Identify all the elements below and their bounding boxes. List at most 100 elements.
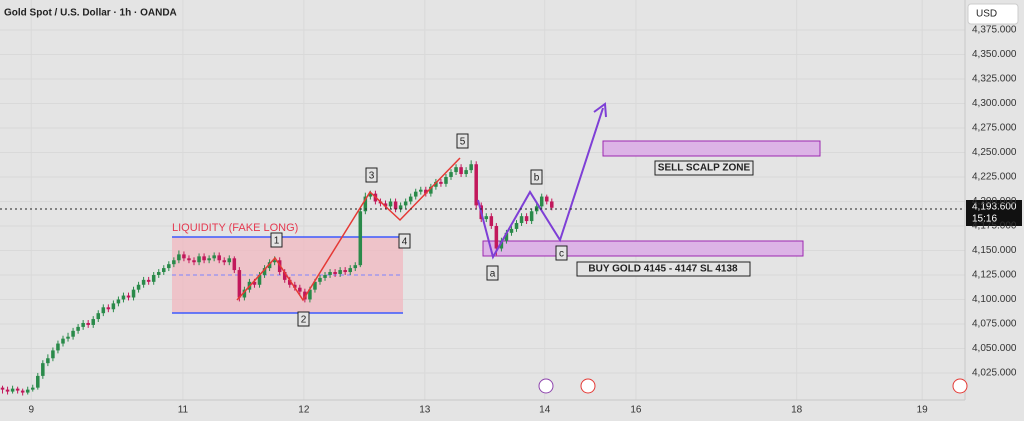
candle-body — [121, 295, 126, 300]
x-tick-label: 18 — [791, 405, 803, 416]
event-icon[interactable] — [538, 378, 554, 394]
candle-body — [287, 279, 292, 285]
candle-body — [192, 260, 196, 263]
candle-body — [338, 270, 342, 274]
candle-body — [419, 189, 423, 192]
wave-box — [486, 265, 499, 281]
candle-body — [262, 268, 267, 275]
candle-body — [484, 216, 489, 220]
candle-body — [403, 201, 408, 206]
candle-body — [358, 211, 363, 266]
candle-body — [439, 181, 443, 184]
candle-body — [202, 256, 206, 261]
candle-body — [71, 330, 75, 337]
label-box — [576, 261, 751, 277]
event-icon[interactable] — [952, 378, 968, 394]
candle-body — [303, 291, 307, 300]
candle-body — [232, 258, 237, 271]
candle-body — [313, 281, 317, 290]
candle-body — [242, 289, 247, 298]
y-tick-label: 4,350.000 — [972, 49, 1017, 60]
wave-box — [297, 311, 310, 327]
candle-body — [524, 216, 529, 222]
currency-button[interactable] — [967, 3, 1019, 25]
candle-body — [393, 201, 398, 210]
candle-body — [126, 295, 131, 298]
candle-body — [328, 272, 332, 275]
candle-body — [187, 258, 191, 261]
y-tick-label: 4,025.000 — [972, 368, 1017, 379]
candles — [0, 160, 554, 396]
wave-label: 1 — [274, 236, 280, 247]
candle-body — [41, 363, 45, 376]
x-tick-label: 16 — [630, 405, 642, 416]
candle-body — [5, 389, 10, 392]
candle-body — [489, 216, 494, 226]
y-tick-label: 4,075.000 — [972, 319, 1017, 330]
y-tick-label: 4,050.000 — [972, 343, 1017, 354]
candle-body — [136, 284, 141, 290]
candle-body — [494, 225, 499, 249]
candle-body — [353, 265, 358, 269]
chart-title: Gold Spot / U.S. Dollar · 1h · OANDA — [4, 8, 177, 19]
y-tick-label: 4,275.000 — [972, 123, 1017, 134]
wave-label: 5 — [460, 137, 466, 148]
candle-body — [66, 336, 70, 339]
candle-body — [177, 254, 181, 261]
candle-body — [76, 326, 80, 331]
wave-box — [555, 245, 568, 261]
event-icon[interactable] — [580, 378, 596, 394]
candle-body — [383, 203, 388, 207]
candle-body — [298, 287, 302, 292]
y-tick-label: 4,100.000 — [972, 294, 1017, 305]
candle-body — [116, 299, 121, 304]
candle-body — [51, 350, 55, 359]
candle-body — [424, 189, 428, 194]
candle-body — [252, 281, 257, 285]
candle-body — [519, 216, 524, 224]
candle-body — [469, 164, 473, 171]
candle-body — [86, 322, 90, 325]
candle-body — [413, 191, 418, 197]
x-tick-label: 13 — [419, 405, 431, 416]
candle-body — [429, 186, 433, 194]
wave-label: a — [490, 269, 496, 280]
wave-box — [456, 133, 469, 149]
candle-body — [282, 272, 287, 280]
y-tick-label: 4,175.000 — [972, 221, 1017, 232]
y-tick-label: 4,250.000 — [972, 147, 1017, 158]
candle-body — [182, 254, 186, 259]
currency[interactable]: USD — [976, 9, 997, 20]
candle-body — [363, 196, 368, 212]
candle-body — [212, 255, 216, 259]
candle-body — [459, 167, 463, 175]
candle-body — [509, 228, 514, 233]
buy-label: BUY GOLD 4145 - 4147 SL 4138 — [588, 264, 738, 275]
y-tick-label: 4,150.000 — [972, 245, 1017, 256]
wave-label: c — [559, 249, 564, 260]
sell-zone — [602, 140, 821, 157]
candle-body — [550, 201, 554, 208]
candle-body — [499, 240, 504, 249]
sell-label: SELL SCALP ZONE — [658, 163, 751, 174]
candle-body — [106, 307, 111, 310]
arrow-head — [593, 102, 607, 118]
x-tick-label: 11 — [178, 405, 189, 416]
wave-label: 4 — [402, 237, 408, 248]
projection-line — [477, 107, 604, 260]
candle-body — [434, 181, 438, 187]
price-tag — [966, 200, 1022, 226]
liquidity-label: LIQUIDITY (FAKE LONG) — [172, 222, 298, 234]
x-tick-label: 9 — [28, 405, 34, 416]
candle-body — [25, 389, 30, 393]
candle-body — [20, 390, 25, 393]
candle-body — [81, 322, 85, 327]
x-tick-label: 19 — [917, 405, 929, 416]
candle-body — [343, 270, 347, 273]
candle-body — [454, 167, 458, 173]
y-tick-label: 4,325.000 — [972, 74, 1017, 85]
candle-body — [96, 313, 101, 320]
y-tick-label: 4,225.000 — [972, 172, 1017, 183]
candle-body — [474, 164, 478, 206]
